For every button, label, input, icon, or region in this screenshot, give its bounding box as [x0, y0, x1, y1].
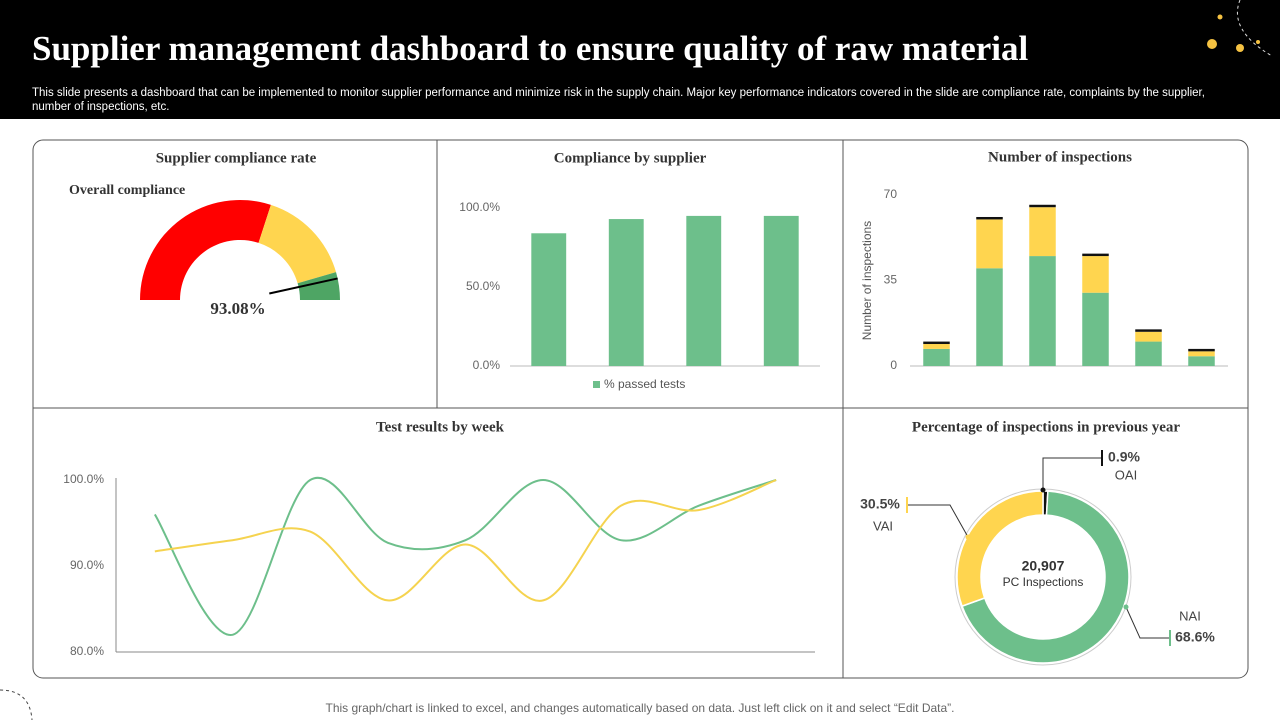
- bar: [1135, 329, 1162, 332]
- bar: [923, 341, 950, 345]
- bar: [1029, 204, 1056, 208]
- y-tick-label: 0: [890, 358, 897, 372]
- legend-swatch: [593, 381, 600, 388]
- donut-slice: [961, 490, 1130, 664]
- bar: [976, 216, 1003, 220]
- y-tick-label: 100.0%: [63, 472, 104, 486]
- bar: [1188, 348, 1215, 352]
- gauge-needle: [269, 277, 338, 295]
- y-tick-label: 70: [884, 187, 898, 201]
- bar: [1029, 207, 1056, 257]
- footer: This graph/chart is linked to excel, and…: [326, 701, 955, 715]
- leader-line: [907, 504, 969, 538]
- title: Supplier management dashboard to ensure …: [32, 29, 1029, 68]
- bar: [1082, 253, 1109, 257]
- gauge-band: [140, 199, 271, 300]
- slice-value: 30.5%: [860, 496, 900, 512]
- leader-dot: [1040, 487, 1046, 493]
- chart-title: Test results by week: [376, 419, 505, 435]
- chart-title: Supplier compliance rate: [156, 150, 317, 166]
- bar: [763, 215, 799, 366]
- slice-label: VAI: [873, 518, 893, 533]
- y-tick-label: 80.0%: [70, 644, 104, 658]
- bar: [1135, 331, 1162, 342]
- bar: [608, 219, 644, 366]
- bar: [1188, 356, 1215, 366]
- bar: [531, 233, 567, 366]
- leader-dot: [1123, 604, 1129, 610]
- slice-value: 68.6%: [1175, 629, 1215, 645]
- slice-label: NAI: [1179, 608, 1201, 623]
- bar: [1082, 292, 1109, 366]
- dividers: [33, 140, 1248, 678]
- y-tick-label: 90.0%: [70, 558, 104, 572]
- leader-line: [1125, 606, 1170, 639]
- slice-value: 0.9%: [1108, 449, 1140, 465]
- chart-title: Percentage of inspections in previous ye…: [912, 419, 1181, 435]
- y-tick-label: 50.0%: [466, 279, 500, 293]
- gauge-band: [297, 272, 340, 300]
- header-band: [0, 0, 1280, 119]
- description: This slide presents a dashboard that can…: [32, 87, 1205, 113]
- y-tick-label: 0.0%: [473, 358, 501, 372]
- donut-caption: PC Inspections: [1003, 575, 1084, 589]
- slice-label: OAI: [1115, 467, 1137, 482]
- bar: [1082, 256, 1109, 293]
- bar: [1135, 341, 1162, 366]
- y-axis-label: Number of inspections: [860, 221, 874, 340]
- donut-total: 20,907: [1022, 558, 1065, 574]
- bar: [976, 268, 1003, 366]
- y-tick-label: 35: [884, 273, 898, 287]
- gauge-subtitle: Overall compliance: [69, 183, 185, 198]
- chart-title: Number of inspections: [988, 149, 1132, 165]
- line: [153, 476, 777, 636]
- gauge-value: 93.08%: [210, 299, 265, 318]
- bar: [923, 348, 950, 366]
- line: [154, 479, 777, 602]
- bar: [1188, 351, 1215, 357]
- bar: [1029, 256, 1056, 366]
- leader-line: [1042, 457, 1102, 490]
- bar: [923, 344, 950, 349]
- panel: [32, 139, 1249, 679]
- legend-label: % passed tests: [604, 377, 685, 391]
- y-tick-label: 100.0%: [459, 200, 500, 214]
- bar: [976, 219, 1003, 269]
- chart-title: Compliance by supplier: [554, 150, 707, 166]
- leader-dot: [965, 534, 971, 540]
- gauge-band: [258, 204, 337, 284]
- bar: [686, 215, 722, 366]
